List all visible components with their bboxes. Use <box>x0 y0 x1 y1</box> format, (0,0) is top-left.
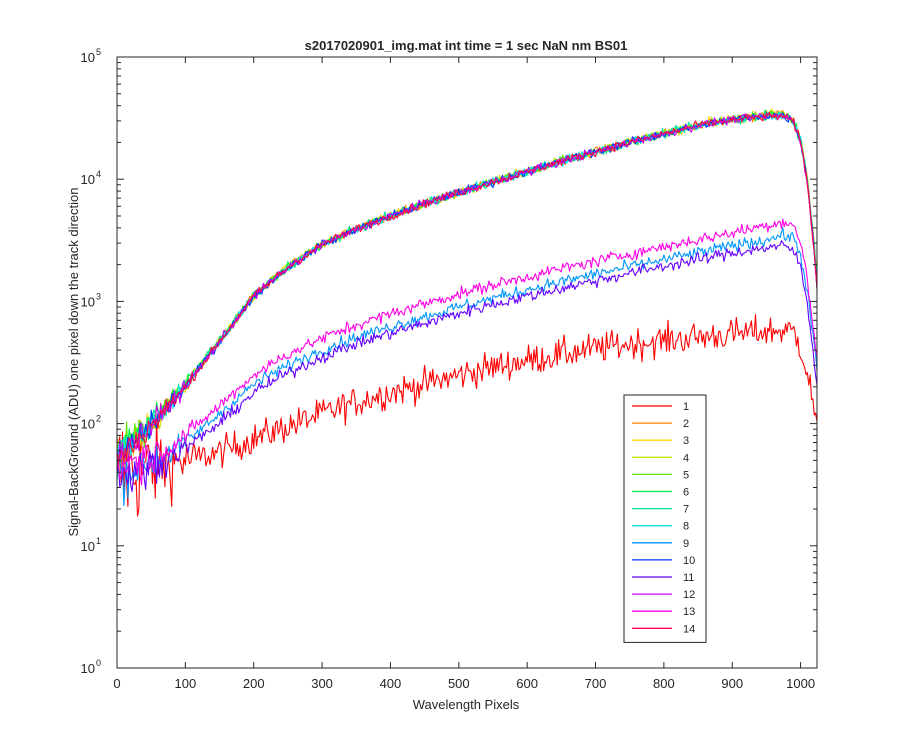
legend-label-8: 8 <box>683 521 689 533</box>
legend-box <box>623 394 707 643</box>
y-tick-exp-5: 5 <box>96 47 101 57</box>
y-tick-label-2: 10 <box>81 417 95 432</box>
x-tick-label-100: 100 <box>175 676 197 691</box>
y-tick-exp-1: 1 <box>96 536 101 546</box>
y-tick-label-1: 10 <box>81 539 95 554</box>
legend-label-3: 3 <box>683 435 689 447</box>
x-tick-label-0: 0 <box>113 676 120 691</box>
legend-label-14: 14 <box>683 623 695 635</box>
x-tick-label-300: 300 <box>311 676 333 691</box>
series-line-12 <box>117 112 817 468</box>
legend-label-6: 6 <box>683 487 689 499</box>
y-tick-label-3: 10 <box>81 294 95 309</box>
y-tick-exp-4: 4 <box>96 169 101 179</box>
y-tick-label-4: 10 <box>81 172 95 187</box>
series-line-14 <box>117 111 817 466</box>
y-tick-exp-2: 2 <box>96 414 101 424</box>
legend-label-10: 10 <box>683 555 695 567</box>
x-tick-label-900: 900 <box>721 676 743 691</box>
series-line-9 <box>117 227 817 507</box>
y-tick-label-0: 10 <box>81 661 95 676</box>
legend-label-13: 13 <box>683 606 695 618</box>
axes-box <box>116 56 818 669</box>
legend-label-5: 5 <box>683 469 689 481</box>
plot-area <box>117 57 817 668</box>
x-tick-label-600: 600 <box>516 676 538 691</box>
x-tick-label-800: 800 <box>653 676 675 691</box>
x-tick-label-400: 400 <box>380 676 402 691</box>
legend-label-4: 4 <box>683 452 689 464</box>
legend-label-7: 7 <box>683 504 689 516</box>
legend-label-11: 11 <box>683 572 694 584</box>
x-tick-label-200: 200 <box>243 676 265 691</box>
x-tick-label-1000: 1000 <box>786 676 815 691</box>
series-line-13 <box>117 218 817 486</box>
chart-title: s2017020901_img.mat int time = 1 sec NaN… <box>305 38 628 53</box>
legend-label-9: 9 <box>683 538 689 550</box>
x-axis-label: Wavelength Pixels <box>413 697 520 712</box>
series-line-1 <box>117 314 817 517</box>
legend-label-12: 12 <box>683 589 695 601</box>
legend-label-2: 2 <box>683 418 689 430</box>
legend-label-1: 1 <box>683 401 689 413</box>
x-tick-label-500: 500 <box>448 676 470 691</box>
series-line-11 <box>117 240 817 493</box>
y-tick-label-5: 10 <box>81 50 95 65</box>
series-group <box>117 108 817 517</box>
x-tick-label-700: 700 <box>585 676 607 691</box>
y-axis-label: Signal-BackGround (ADU) one pixel down t… <box>66 187 81 536</box>
y-tick-exp-3: 3 <box>96 291 101 301</box>
y-tick-exp-0: 0 <box>96 658 101 668</box>
